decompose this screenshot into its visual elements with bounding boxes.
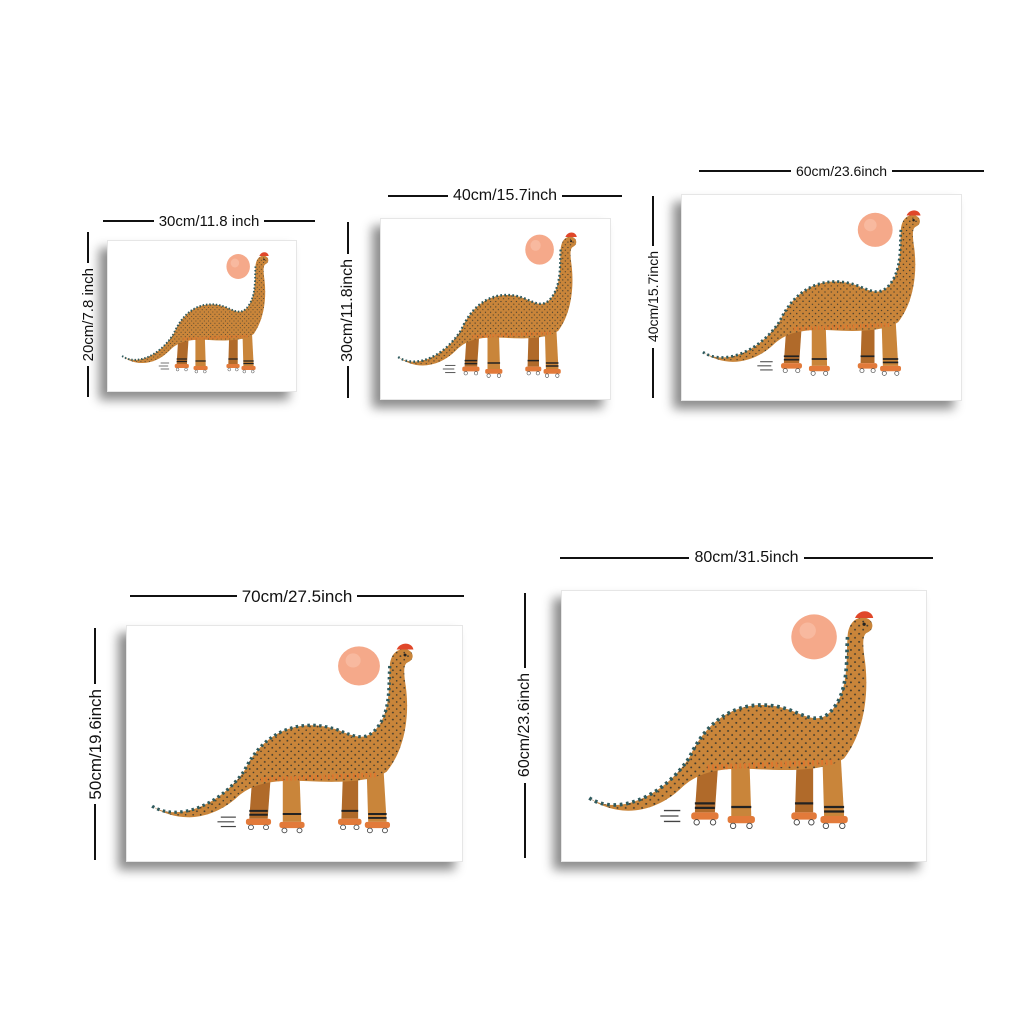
dimension-line: [103, 220, 154, 222]
height-dimension-3: 40cm/15.7inch: [643, 196, 663, 398]
dimension-line: [892, 170, 984, 172]
width-label: 80cm/31.5inch: [694, 549, 799, 566]
width-label: 70cm/27.5inch: [241, 586, 353, 606]
height-dimension-4: 50cm/19.6inch: [85, 628, 105, 861]
dimension-line: [264, 220, 315, 222]
dimension-line: [560, 557, 690, 559]
height-label: 50cm/19.6inch: [85, 688, 105, 800]
width-label: 40cm/15.7inch: [452, 187, 558, 204]
dinosaur-artwork: [108, 241, 296, 391]
width-dimension-3: 60cm/23.6inch: [699, 161, 984, 181]
dinosaur-artwork: [127, 626, 462, 861]
dinosaur-artwork: [381, 219, 610, 399]
canvas-print-2: [380, 218, 611, 400]
dimension-line: [347, 366, 349, 398]
dimension-line: [94, 804, 96, 861]
height-dimension-2: 30cm/11.8inch: [338, 222, 358, 398]
height-dimension-5: 60cm/23.6inch: [515, 593, 535, 858]
height-label: 40cm/15.7inch: [645, 251, 661, 343]
dimension-line: [524, 782, 526, 858]
width-dimension-1: 30cm/11.8 inch: [103, 211, 315, 231]
dimension-line: [803, 557, 933, 559]
dinosaur-artwork: [562, 591, 926, 861]
dimension-line: [347, 222, 349, 254]
width-dimension-5: 80cm/31.5inch: [560, 548, 933, 568]
height-dimension-1: 20cm/7.8 inch: [78, 232, 98, 398]
width-dimension-4: 70cm/27.5inch: [130, 586, 465, 606]
dimension-line: [524, 593, 526, 669]
dimension-line: [87, 232, 89, 263]
dimension-line: [562, 195, 622, 197]
dimension-line: [94, 628, 96, 684]
dimension-line: [652, 347, 654, 398]
canvas-print-5: [561, 590, 927, 862]
height-label: 20cm/7.8 inch: [79, 267, 97, 362]
dimension-line: [357, 595, 465, 597]
dimension-line: [652, 196, 654, 247]
dinosaur-artwork: [682, 195, 961, 400]
width-label: 30cm/11.8 inch: [158, 212, 260, 230]
width-label: 60cm/23.6inch: [795, 163, 888, 179]
canvas-print-4: [126, 625, 463, 862]
canvas-print-3: [681, 194, 962, 401]
height-label: 30cm/11.8inch: [339, 258, 356, 362]
dimension-line: [699, 170, 791, 172]
width-dimension-2: 40cm/15.7inch: [388, 186, 622, 206]
dimension-line: [130, 595, 237, 597]
canvas-print-1: [107, 240, 297, 392]
height-label: 60cm/23.6inch: [516, 673, 533, 778]
dimension-line: [87, 366, 89, 398]
dimension-line: [388, 195, 448, 197]
